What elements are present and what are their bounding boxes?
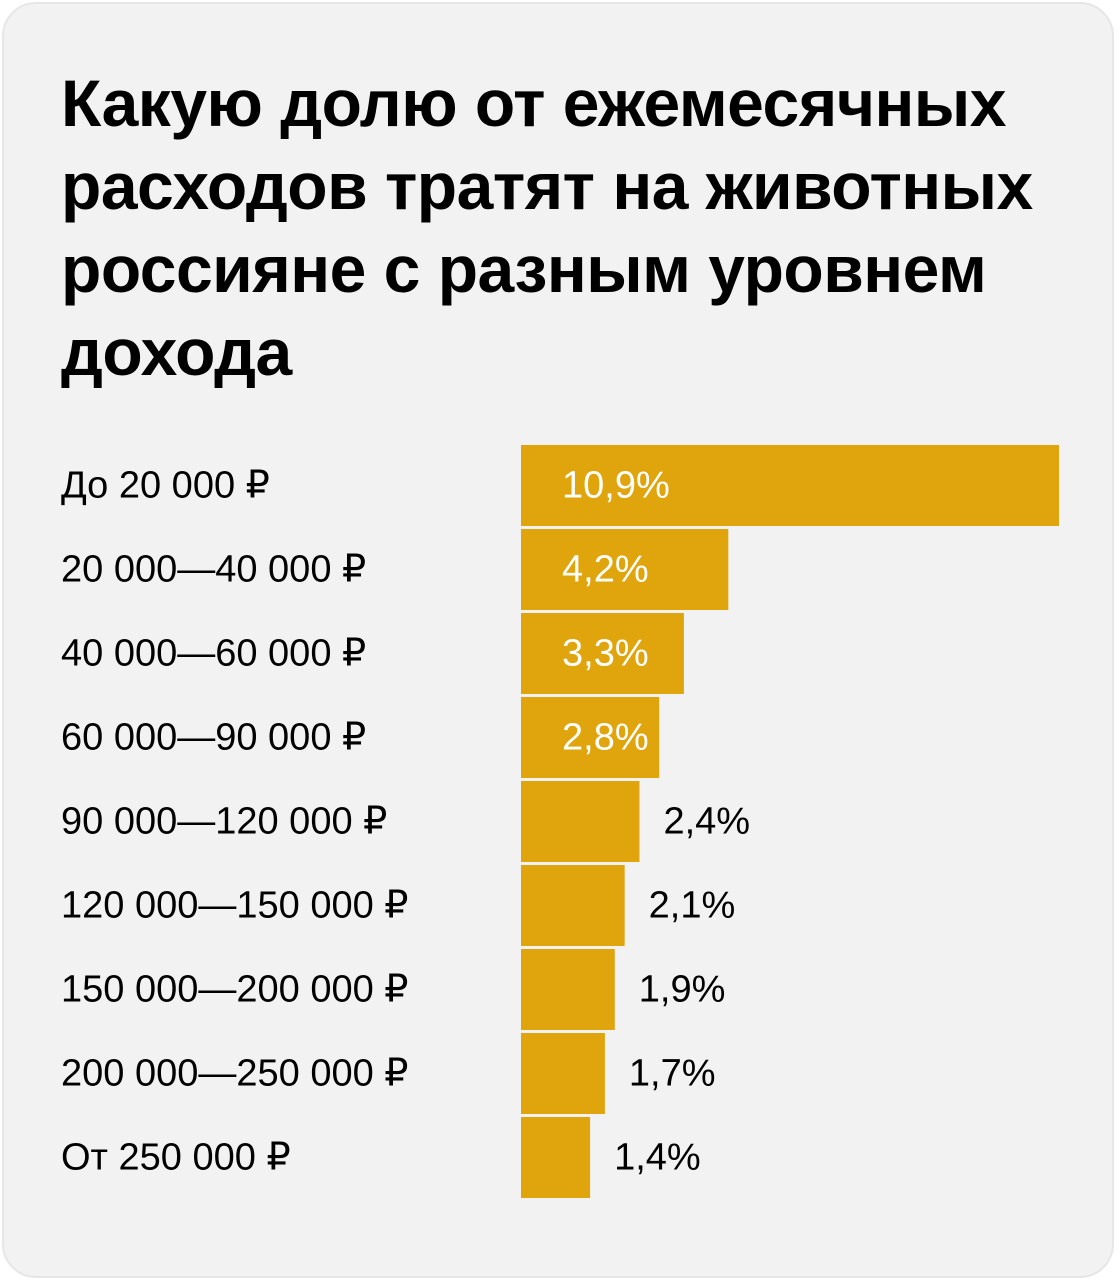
chart-title: Какую долю от ежемесячных расходов тратя…: [61, 66, 1033, 389]
bar: [521, 1033, 605, 1114]
category-label: 200 000—250 000 ₽: [61, 1053, 408, 1095]
category-label: 120 000—150 000 ₽: [61, 885, 408, 927]
bar: [521, 529, 729, 610]
value-label: 1,9%: [639, 969, 726, 1011]
value-label: 2,4%: [663, 801, 750, 843]
bar: [521, 697, 660, 778]
bar: [521, 781, 640, 862]
value-label: 2,1%: [649, 885, 736, 927]
category-label: 60 000—90 000 ₽: [61, 717, 366, 759]
bar: [521, 613, 684, 694]
bar: [521, 445, 1059, 526]
category-label: 150 000—200 000 ₽: [61, 969, 408, 1011]
value-label: 2,8%: [562, 717, 649, 759]
value-label: 1,7%: [629, 1053, 716, 1095]
bar: [521, 949, 615, 1030]
category-label: 40 000—60 000 ₽: [61, 633, 366, 675]
value-label: 1,4%: [614, 1137, 701, 1179]
category-label: До 20 000 ₽: [61, 465, 270, 507]
value-label: 4,2%: [562, 549, 649, 591]
bar: [521, 1117, 591, 1198]
category-label: 90 000—120 000 ₽: [61, 801, 387, 843]
category-label: От 250 000 ₽: [61, 1137, 291, 1179]
category-label: 20 000—40 000 ₽: [61, 549, 366, 591]
value-label: 10,9%: [562, 465, 670, 507]
value-label: 3,3%: [562, 633, 649, 675]
bar: [521, 865, 625, 946]
